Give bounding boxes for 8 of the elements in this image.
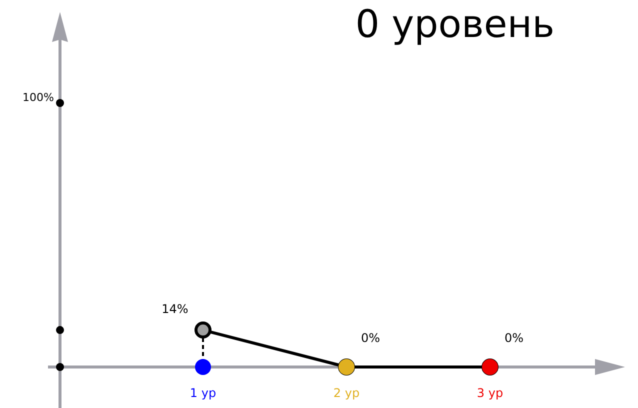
x-tick-label: 2 ур [333,386,360,400]
data-label: 0% [360,331,380,345]
chart-title: 0 уровень [355,2,555,46]
x-tick-label: 1 ур [190,386,216,400]
data-label: 0% [504,331,524,345]
text: 100% [22,91,54,104]
x-tick-label: 3 ур [476,386,504,400]
data-label: 14% [162,302,188,316]
